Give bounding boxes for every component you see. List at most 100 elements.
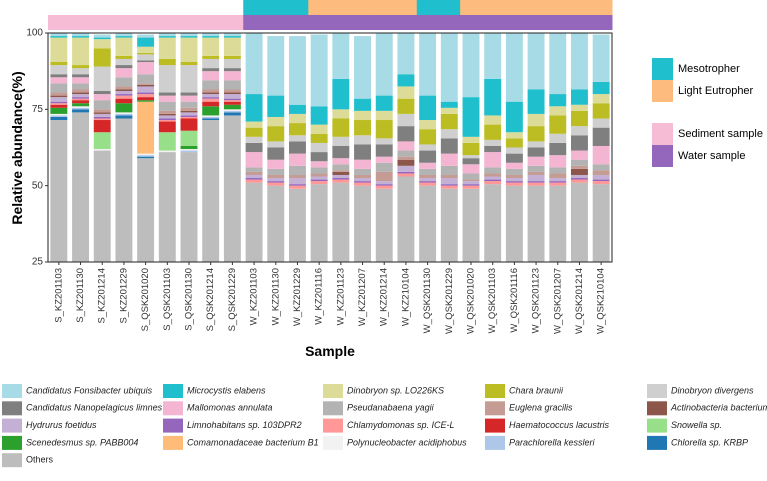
bar-segment [180,107,198,111]
bar-segment [592,179,610,182]
bar-segment [397,86,415,99]
bar-segment [397,173,415,177]
annotation-cell [308,15,331,30]
bar-segment [245,142,263,153]
legend-swatch [323,384,343,398]
bar-segment [592,170,610,175]
bar-segment [419,150,437,163]
bar-segment [310,167,328,174]
bar-segment [202,55,220,59]
legend-label: Snowella sp. [671,420,722,430]
bar-segment [115,77,133,87]
bar-segment [115,58,133,66]
bar-segment [419,120,437,130]
bar-segment [93,48,111,67]
bar-segment [592,184,610,262]
bar-segment [549,142,567,156]
bar-segment [267,174,285,179]
bar-segment [245,121,263,128]
bar-segment [93,100,111,110]
bar-segment [440,138,458,154]
bar-segment [505,132,523,139]
bar-segment [180,95,198,102]
bar-segment [223,112,241,116]
bar-segment [375,110,393,121]
annotation-cell [546,15,570,30]
bar-segment [245,167,263,172]
x-tick-label: W_KZ201207 [357,268,368,326]
annotation-cell [178,15,201,30]
bar-segment [440,178,458,185]
bar-segment [354,98,371,111]
annotation-cell [416,0,439,15]
annotation-cell [264,0,288,15]
bar-segment [50,77,68,84]
bar-segment [115,36,133,38]
bar-segment [419,185,437,262]
bar-segment [571,150,588,160]
bar-segment [484,184,502,262]
bar-segment [310,124,328,134]
bar-segment [527,33,545,90]
bar-segment [180,149,198,151]
annotation-cell [416,15,439,30]
bar-segment [484,33,502,79]
x-tick-label: W_QSK201020 [466,268,477,334]
bar-segment [223,98,241,101]
bar-segment [354,185,371,262]
bar-segment [332,179,350,183]
bar-segment [137,74,155,84]
bar-segment [332,158,350,165]
bar-segment [571,89,588,105]
legend-label: Chlorella sp. KRBP [671,437,748,447]
bar-segment [72,74,89,78]
bar-segment [180,36,198,38]
legend-label: Pseudanabaena yagii [347,403,435,413]
bar-segment [115,95,133,99]
bar-segment [72,103,89,107]
bar-segment [375,171,393,182]
bar-segment [527,182,545,186]
bar-segment [72,65,89,69]
bar-segment [310,176,328,180]
bar-segment [202,33,220,37]
bar-segment [397,74,415,87]
bar-segment [549,33,567,95]
bar-segment [289,188,306,262]
legend-label: Scenedesmus sp. PABB004 [26,437,138,447]
legend-label: Actinobacteria bacterium IMCC26077 [670,403,767,413]
bar-segment [93,112,111,114]
bar-segment [93,109,111,113]
bar-segment [180,92,198,96]
bar-segment [158,115,176,119]
bar-segment [50,37,68,63]
bar-segment [571,135,588,151]
bar-segment [397,126,415,142]
bar-segment [50,95,68,98]
bar-segment [484,139,502,146]
bar-segment [549,178,567,182]
bar-segment [289,165,306,175]
legend-swatch [2,435,22,450]
bar-segment [440,184,458,186]
legend-swatch [163,435,183,450]
bar-segment [158,65,176,93]
bar-segment [571,174,588,179]
bar-segment [137,84,155,87]
legend-label: Parachlorella kessleri [509,437,596,447]
annotation-cell [91,15,114,30]
bar-segment [93,118,111,121]
bar-segment [50,115,68,117]
bar-segment [223,92,241,95]
bar-segment [505,153,523,163]
bar-segment [93,149,111,151]
bar-segment [93,37,111,40]
bar-segment [137,54,155,61]
annotation-legend-label: Mesotropher [678,63,740,75]
bar-segment [375,188,393,262]
bar-segment [289,135,306,142]
bar-segment [202,116,220,119]
bar-segment [158,120,176,122]
bar-segment [484,179,502,182]
